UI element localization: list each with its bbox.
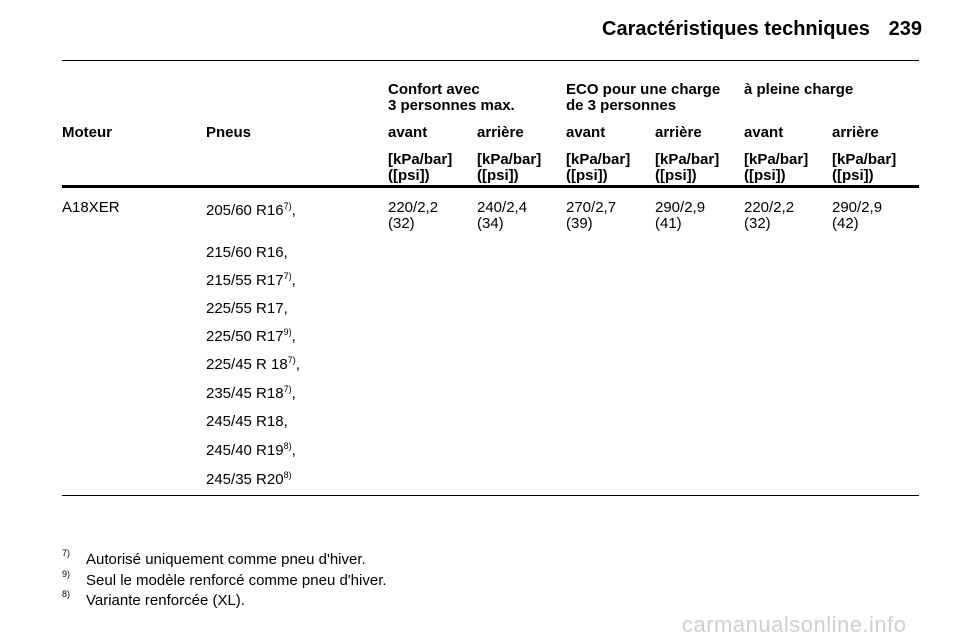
pressure-cell: 270/2,7 (39) <box>566 199 617 232</box>
pressure-cell: 220/2,2 (32) <box>744 199 795 232</box>
unit-header: [kPa/bar] ([psi]) <box>388 151 453 184</box>
group-heading-eco: ECO pour une charge de 3 personnes <box>566 81 721 114</box>
watermark: carmanualsonline.info <box>682 612 907 637</box>
table-bottom-rule <box>62 495 919 496</box>
column-header-avant-2: avant <box>566 124 606 141</box>
pressure-cell: 220/2,2 (32) <box>388 199 439 232</box>
unit-header: [kPa/bar] ([psi]) <box>832 151 897 184</box>
tyre-size: 235/45 R187), <box>206 384 296 402</box>
header-rule <box>62 60 919 61</box>
pressure-cell: 240/2,4 (34) <box>477 199 528 232</box>
page-title: Caractéristiques techniques <box>602 18 870 40</box>
unit-header: [kPa/bar] ([psi]) <box>477 151 542 184</box>
unit-header: [kPa/bar] ([psi]) <box>744 151 809 184</box>
column-header-arriere-3: arrière <box>832 124 879 141</box>
tyre-size: 245/40 R198), <box>206 441 296 459</box>
tyre-size: 215/55 R177), <box>206 271 296 289</box>
tyre-size: 245/35 R208) <box>206 470 292 488</box>
column-header-avant-1: avant <box>388 124 428 141</box>
pressure-cell: 290/2,9 (42) <box>832 199 883 232</box>
engine-cell: A18XER <box>62 199 120 216</box>
column-header-moteur: Moteur <box>62 124 112 141</box>
tyre-size: 215/60 R16, <box>206 244 288 261</box>
tyre-size: 225/50 R179), <box>206 327 296 345</box>
tyre-size: 225/45 R 187), <box>206 355 300 373</box>
table-header-rule <box>62 185 919 188</box>
unit-header: [kPa/bar] ([psi]) <box>566 151 631 184</box>
column-header-arriere-2: arrière <box>655 124 702 141</box>
column-header-avant-3: avant <box>744 124 784 141</box>
pressure-cell: 290/2,9 (41) <box>655 199 706 232</box>
tyre-size: 205/60 R167), <box>206 201 296 219</box>
group-heading-confort: Confort avec 3 personnes max. <box>388 81 515 114</box>
column-header-pneus: Pneus <box>206 124 252 141</box>
page-number: 239 <box>888 18 922 40</box>
unit-header: [kPa/bar] ([psi]) <box>655 151 720 184</box>
tyre-size: 225/55 R17, <box>206 300 288 317</box>
column-header-arriere-1: arrière <box>477 124 524 141</box>
tyre-size: 245/45 R18, <box>206 413 288 430</box>
group-heading-full-load: à pleine charge <box>744 81 854 98</box>
